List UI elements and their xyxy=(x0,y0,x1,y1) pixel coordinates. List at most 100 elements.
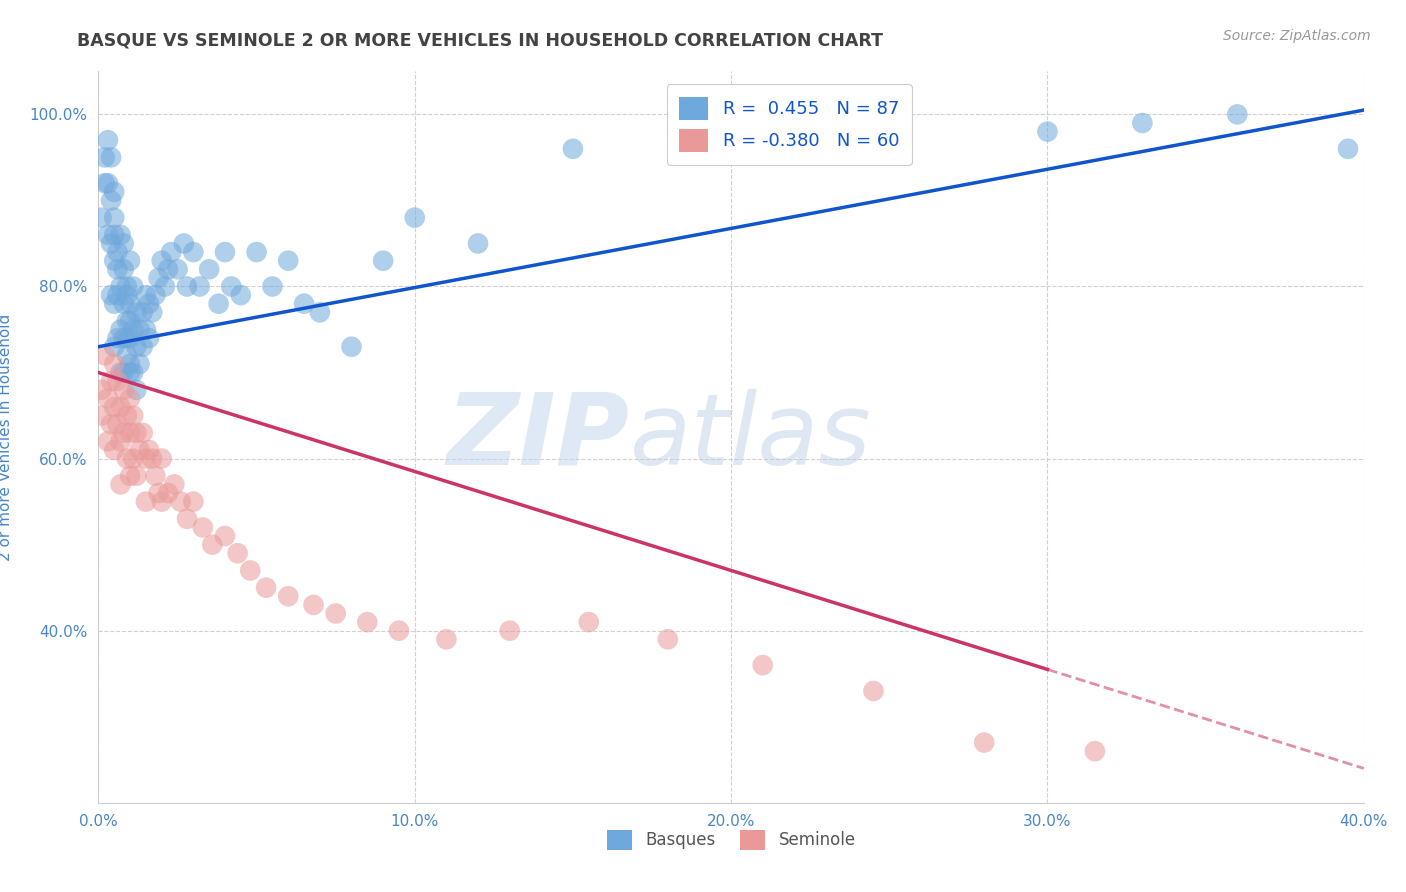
Point xyxy=(135,494,157,508)
Point xyxy=(132,340,155,354)
Point xyxy=(97,434,120,449)
Point xyxy=(93,150,117,164)
Point xyxy=(103,400,125,414)
Point xyxy=(135,322,157,336)
Point xyxy=(219,279,243,293)
Point xyxy=(110,322,132,336)
Point xyxy=(97,392,120,406)
Point xyxy=(145,468,166,483)
Point xyxy=(198,262,221,277)
Point xyxy=(107,245,129,260)
Point xyxy=(169,494,191,508)
Point xyxy=(239,564,262,578)
Point xyxy=(115,451,138,466)
Point xyxy=(246,245,269,260)
Point xyxy=(751,658,773,673)
Point xyxy=(122,322,145,336)
Point xyxy=(132,425,155,440)
Point xyxy=(125,425,148,440)
Point xyxy=(103,185,125,199)
Point xyxy=(107,417,129,432)
Point xyxy=(720,133,742,147)
Point xyxy=(973,735,995,749)
Point xyxy=(97,227,120,242)
Point xyxy=(100,374,122,388)
Point xyxy=(103,296,125,310)
Point xyxy=(150,253,173,268)
Point xyxy=(90,409,112,423)
Point xyxy=(145,288,166,302)
Text: ZIP: ZIP xyxy=(447,389,630,485)
Point xyxy=(254,581,277,595)
Point xyxy=(176,279,198,293)
Point xyxy=(107,331,129,345)
Point xyxy=(498,624,520,638)
Point xyxy=(103,253,125,268)
Point xyxy=(157,262,180,277)
Point xyxy=(277,253,299,268)
Point xyxy=(183,245,205,260)
Point xyxy=(110,477,132,491)
Legend: Basques, Seminole: Basques, Seminole xyxy=(600,823,862,856)
Point xyxy=(120,331,141,345)
Point xyxy=(103,357,125,371)
Text: BASQUE VS SEMINOLE 2 OR MORE VEHICLES IN HOUSEHOLD CORRELATION CHART: BASQUE VS SEMINOLE 2 OR MORE VEHICLES IN… xyxy=(77,31,883,49)
Point xyxy=(163,477,186,491)
Point xyxy=(340,340,363,354)
Point xyxy=(356,615,378,629)
Point xyxy=(125,305,148,319)
Point xyxy=(436,632,458,647)
Point xyxy=(112,331,135,345)
Point xyxy=(388,624,411,638)
Point xyxy=(561,142,585,156)
Point xyxy=(120,425,141,440)
Point xyxy=(115,314,138,328)
Point xyxy=(166,262,188,277)
Point xyxy=(1226,107,1249,121)
Point xyxy=(141,305,163,319)
Point xyxy=(122,366,145,380)
Point xyxy=(141,451,163,466)
Point xyxy=(214,245,236,260)
Point xyxy=(112,296,135,310)
Point xyxy=(262,279,284,293)
Point xyxy=(138,442,160,457)
Point xyxy=(1337,142,1360,156)
Point xyxy=(135,288,157,302)
Point xyxy=(122,279,145,293)
Point xyxy=(90,211,112,225)
Point xyxy=(309,305,332,319)
Point xyxy=(115,331,138,345)
Point xyxy=(125,340,148,354)
Point xyxy=(112,425,135,440)
Point xyxy=(103,227,125,242)
Point xyxy=(110,366,132,380)
Text: atlas: atlas xyxy=(630,389,872,485)
Point xyxy=(862,684,884,698)
Point xyxy=(120,296,141,310)
Point xyxy=(150,494,173,508)
Point xyxy=(107,374,129,388)
Point xyxy=(115,409,138,423)
Point xyxy=(173,236,195,251)
Point xyxy=(160,245,183,260)
Point xyxy=(201,538,224,552)
Point xyxy=(112,236,135,251)
Point xyxy=(325,607,347,621)
Point xyxy=(110,400,132,414)
Point xyxy=(1036,125,1059,139)
Point xyxy=(877,142,900,156)
Point xyxy=(302,598,325,612)
Point xyxy=(214,529,236,543)
Point xyxy=(115,279,138,293)
Point xyxy=(183,494,205,508)
Point xyxy=(138,296,160,310)
Point xyxy=(93,176,117,190)
Point xyxy=(107,262,129,277)
Point xyxy=(107,288,129,302)
Point xyxy=(120,392,141,406)
Point xyxy=(103,211,125,225)
Point xyxy=(97,176,120,190)
Point xyxy=(93,348,117,362)
Point xyxy=(120,253,141,268)
